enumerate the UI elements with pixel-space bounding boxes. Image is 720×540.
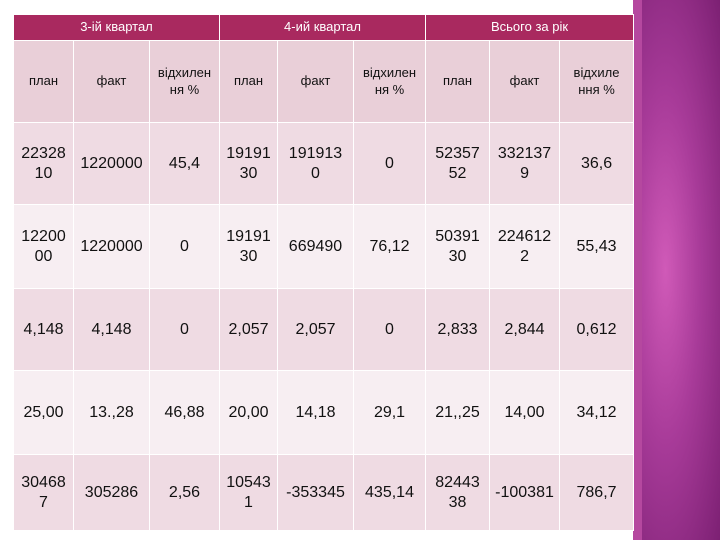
table-cell: 1220000 (73, 204, 150, 289)
column-header: план (425, 40, 491, 123)
table-cell: 0 (149, 288, 220, 371)
decorative-strip (633, 0, 642, 540)
table-cell: 14,00 (489, 370, 561, 455)
table-cell: 2,057 (277, 288, 354, 371)
table-row: 25,00 13.,28 46,88 20,00 14,18 29,1 21,,… (13, 370, 635, 455)
table-cell: 305286 (73, 454, 150, 531)
table-cell: 50391 30 (425, 204, 491, 289)
table-cell: 4,148 (73, 288, 150, 371)
table-cell: 332137 9 (489, 122, 561, 205)
table-row: 12200 00 1220000 0 19191 30 669490 76,12… (13, 204, 635, 289)
table-cell: 19191 30 (219, 204, 278, 289)
table-cell: 669490 (277, 204, 354, 289)
column-header: план (13, 40, 74, 123)
table-cell: 25,00 (13, 370, 74, 455)
table-cell: 21,,25 (425, 370, 491, 455)
table-cell: 82443 38 (425, 454, 491, 531)
table-cell: 46,88 (149, 370, 220, 455)
table-cell: 0 (352, 288, 427, 371)
table-row: 22328 10 1220000 45,4 19191 30 191913 0 … (13, 122, 635, 205)
table-cell: 435,14 (352, 454, 427, 531)
table-row: 30468 7 305286 2,56 10543 1 -353345 435,… (13, 454, 635, 531)
table-cell: 45,4 (149, 122, 220, 205)
group-header-year: Всього за рік (425, 14, 635, 41)
group-header-row: 3-ій квартал 4-ий квартал Всього за рік (13, 14, 635, 41)
table-cell: -100381 (489, 454, 561, 531)
table-cell: 2,844 (489, 288, 561, 371)
column-header: відхиле ння % (559, 40, 635, 123)
table-cell: 34,12 (559, 370, 635, 455)
table-cell: 4,148 (13, 288, 74, 371)
table-cell: 55,43 (559, 204, 635, 289)
table-cell: 0 (352, 122, 427, 205)
table-cell: 22328 10 (13, 122, 74, 205)
table-cell: 36,6 (559, 122, 635, 205)
table-cell: 52357 52 (425, 122, 491, 205)
table-cell: 2,56 (149, 454, 220, 531)
table-cell: 786,7 (559, 454, 635, 531)
table-cell: 191913 0 (277, 122, 354, 205)
table-cell: 20,00 (219, 370, 278, 455)
table-cell: 14,18 (277, 370, 354, 455)
table-cell: 10543 1 (219, 454, 278, 531)
table-cell: 224612 2 (489, 204, 561, 289)
group-header-q3: 3-ій квартал (13, 14, 220, 41)
table-row: 4,148 4,148 0 2,057 2,057 0 2,833 2,844 … (13, 288, 635, 371)
column-header: факт (489, 40, 561, 123)
table-cell: 0 (149, 204, 220, 289)
table-cell: 76,12 (352, 204, 427, 289)
column-header: відхилен ня % (352, 40, 427, 123)
table-cell: 13.,28 (73, 370, 150, 455)
quarterly-comparison-table: 3-ій квартал 4-ий квартал Всього за рік … (13, 14, 635, 531)
table-cell: 29,1 (352, 370, 427, 455)
decorative-gradient-panel (642, 0, 720, 540)
table-cell: 12200 00 (13, 204, 74, 289)
table-cell: 30468 7 (13, 454, 74, 531)
column-header-row: план факт відхилен ня % план факт відхил… (13, 40, 635, 123)
table-cell: -353345 (277, 454, 354, 531)
column-header: відхилен ня % (149, 40, 220, 123)
table-cell: 19191 30 (219, 122, 278, 205)
group-header-q4: 4-ий квартал (218, 14, 427, 41)
table-cell: 2,057 (219, 288, 278, 371)
table-cell: 2,833 (425, 288, 491, 371)
column-header: факт (73, 40, 150, 123)
table-cell: 1220000 (73, 122, 150, 205)
column-header: факт (277, 40, 354, 123)
column-header: план (219, 40, 278, 123)
table-cell: 0,612 (559, 288, 635, 371)
